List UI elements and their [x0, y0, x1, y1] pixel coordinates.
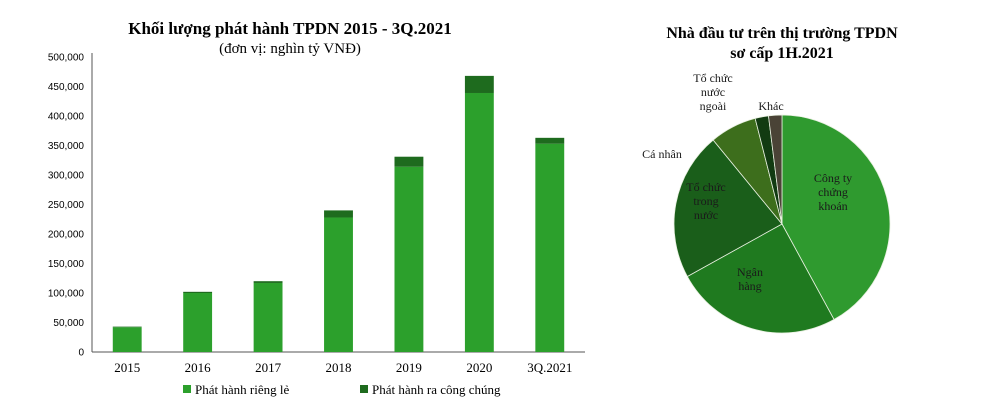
- y-tick-label: 350,000: [48, 141, 85, 152]
- pie-slice: [768, 114, 783, 225]
- y-tick-label: 200,000: [48, 230, 85, 241]
- legend-label-public: Phát hành ra công chúng: [372, 382, 501, 397]
- x-tick-label: 2019: [396, 360, 422, 375]
- pie-slice-label: trong: [693, 194, 718, 208]
- pie-slice-label: Công ty: [814, 171, 852, 185]
- bar-chart-subtitle: (đơn vị: nghìn tỷ VNĐ): [219, 41, 361, 57]
- x-tick-label: 2017: [255, 360, 282, 375]
- pie-slice-label: Ngân: [737, 265, 763, 279]
- y-tick-label: 450,000: [48, 82, 85, 93]
- bar-private: [112, 327, 142, 352]
- bar-public: [535, 137, 565, 144]
- pie-slice-label: Khác: [758, 99, 783, 113]
- bar-private: [535, 143, 565, 352]
- x-tick-label: 3Q.2021: [527, 360, 572, 375]
- y-tick-label: 100,000: [48, 289, 85, 300]
- x-tick-label: 2015: [114, 360, 140, 375]
- legend-label-private: Phát hành riêng lẻ: [195, 382, 289, 397]
- bar-series: [112, 75, 565, 353]
- bar-public: [394, 156, 424, 167]
- bar-private: [464, 92, 494, 353]
- y-axis: 0 50,000 100,000 150,000 200,000 250,000 300,0…: [48, 53, 585, 359]
- bar-public: [253, 281, 283, 283]
- pie-chart-title-line-1: Nhà đầu tư trên thị trường TPDN: [666, 25, 898, 42]
- pie-slice-label: hàng: [738, 279, 761, 293]
- pie-chart: Nhà đầu tư trên thị trường TPDN sơ cấp 1…: [642, 25, 898, 334]
- x-axis-categories: 2015 2016 2017 2018 2019 2020 3Q.2021: [114, 360, 572, 375]
- bar-chart: Khối lượng phát hành TPDN 2015 - 3Q.2021…: [48, 19, 585, 397]
- bar-public: [464, 75, 494, 93]
- x-tick-label: 2016: [185, 360, 212, 375]
- y-tick-label: 0: [78, 348, 84, 359]
- pie-slice-label: ngoài: [700, 99, 727, 113]
- x-tick-label: 2020: [466, 360, 492, 375]
- pie-slice: [673, 139, 783, 278]
- bar-public: [112, 326, 142, 328]
- bar-private: [253, 282, 283, 352]
- pie-slice-label: Cá nhân: [642, 147, 682, 161]
- x-tick-label: 2018: [326, 360, 352, 375]
- pie-slice-label: khoán: [818, 199, 847, 213]
- bar-private: [183, 293, 213, 352]
- bar-public: [183, 291, 213, 293]
- pie-slice-label: Tổ chức: [693, 71, 733, 85]
- bar-chart-title: Khối lượng phát hành TPDN 2015 - 3Q.2021: [128, 19, 451, 38]
- pie-slice-label: chứng: [818, 185, 848, 199]
- pie-slice-label: Tổ chức: [686, 180, 726, 194]
- y-tick-label: 500,000: [48, 53, 85, 64]
- pie-chart-title-line-2: sơ cấp 1H.2021: [730, 45, 834, 62]
- bar-private: [394, 166, 424, 352]
- y-tick-label: 250,000: [48, 200, 85, 211]
- pie-slices: [673, 114, 891, 334]
- pie-slice: [781, 114, 891, 321]
- legend-swatch-public: [360, 385, 368, 393]
- y-tick-label: 150,000: [48, 259, 85, 270]
- y-tick-label: 300,000: [48, 171, 85, 182]
- bar-private: [324, 217, 353, 352]
- y-tick-label: 50,000: [53, 318, 84, 329]
- pie-slice: [686, 223, 835, 334]
- legend: Phát hành riêng lẻ Phát hành ra công chú…: [183, 382, 501, 397]
- pie-slice-label: nước: [694, 208, 718, 222]
- pie-slice-label: nước: [701, 85, 725, 99]
- legend-swatch-private: [183, 385, 191, 393]
- y-tick-label: 400,000: [48, 112, 85, 123]
- bar-public: [324, 210, 353, 218]
